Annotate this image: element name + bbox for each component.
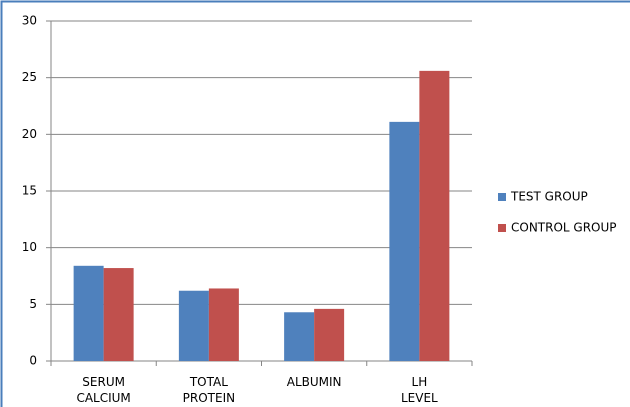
y-tick-label: 15 [22,184,37,198]
y-tick-label: 20 [22,127,37,141]
bar [103,268,134,361]
x-tick-label: TOTAL PROTEIN [183,375,235,405]
bar [389,121,420,361]
bar [178,290,209,361]
x-tick-label: LH LEVEL [401,375,438,405]
y-tick-label: 10 [22,240,37,254]
y-tick-label: 30 [22,14,37,28]
bar [208,288,239,361]
legend-swatch [498,224,506,232]
legend-swatch [498,193,506,201]
x-tick-label: ALBUMIN [287,375,342,389]
legend-label: TEST GROUP [510,190,588,204]
bar [314,308,345,361]
bar [73,265,104,361]
y-tick-label: 0 [29,354,37,368]
y-tick-label: 5 [29,297,37,311]
bar [284,312,315,361]
legend-label: CONTROL GROUP [511,221,617,235]
y-tick-label: 25 [22,70,37,84]
x-tick-label: SERUM CALCIUM [76,375,130,405]
bar [419,70,450,361]
